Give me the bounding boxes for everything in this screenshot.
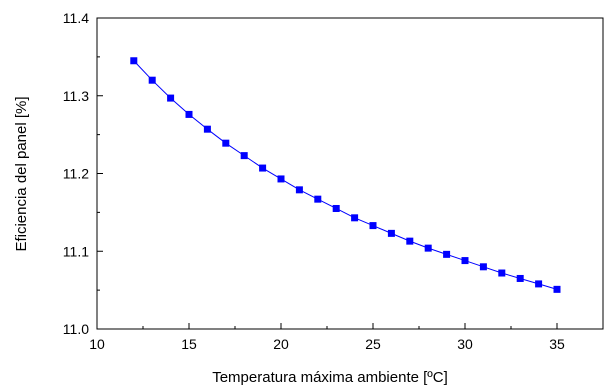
data-point	[295, 186, 303, 194]
data-point	[222, 139, 230, 147]
y-tick-label: 11.4	[63, 10, 89, 26]
axis-ticks: 10 15 20 25 30 35 11.0 11.1 11.2 11.3 11.4	[63, 10, 565, 352]
x-tick-label: 20	[273, 336, 289, 352]
data-point	[130, 57, 138, 65]
x-axis-title: Temperatura máxima ambiente [ºC]	[212, 369, 448, 386]
data-point	[259, 164, 267, 172]
data-point	[443, 250, 451, 258]
data-point	[185, 110, 193, 118]
data-point	[553, 285, 561, 293]
x-tick-label: 10	[89, 336, 105, 352]
data-point	[148, 76, 156, 84]
data-point	[516, 274, 524, 282]
data-point	[387, 229, 395, 237]
y-tick-label: 11.1	[63, 243, 89, 259]
data-point	[535, 280, 543, 288]
data-point	[332, 204, 340, 212]
data-series	[130, 57, 561, 293]
x-tick-label: 15	[181, 336, 197, 352]
data-point	[240, 152, 248, 160]
data-point	[167, 94, 175, 102]
data-point	[277, 175, 285, 183]
data-point	[351, 214, 359, 222]
data-point	[461, 257, 469, 265]
data-point	[369, 222, 377, 230]
plot-frame	[96, 17, 604, 330]
series-line	[133, 60, 558, 290]
data-point	[479, 263, 487, 271]
data-point	[314, 195, 322, 203]
data-point	[203, 125, 211, 133]
data-point	[498, 269, 506, 277]
y-tick-label: 11.2	[63, 166, 89, 182]
data-point	[406, 237, 414, 245]
data-point	[424, 244, 432, 252]
x-tick-label: 25	[365, 336, 381, 352]
x-tick-label: 35	[549, 336, 565, 352]
y-tick-label: 11.0	[63, 321, 89, 337]
y-tick-label: 11.3	[63, 88, 89, 104]
x-tick-label: 30	[457, 336, 473, 352]
y-axis-title: Eficiencia del panel [%]	[13, 96, 30, 251]
